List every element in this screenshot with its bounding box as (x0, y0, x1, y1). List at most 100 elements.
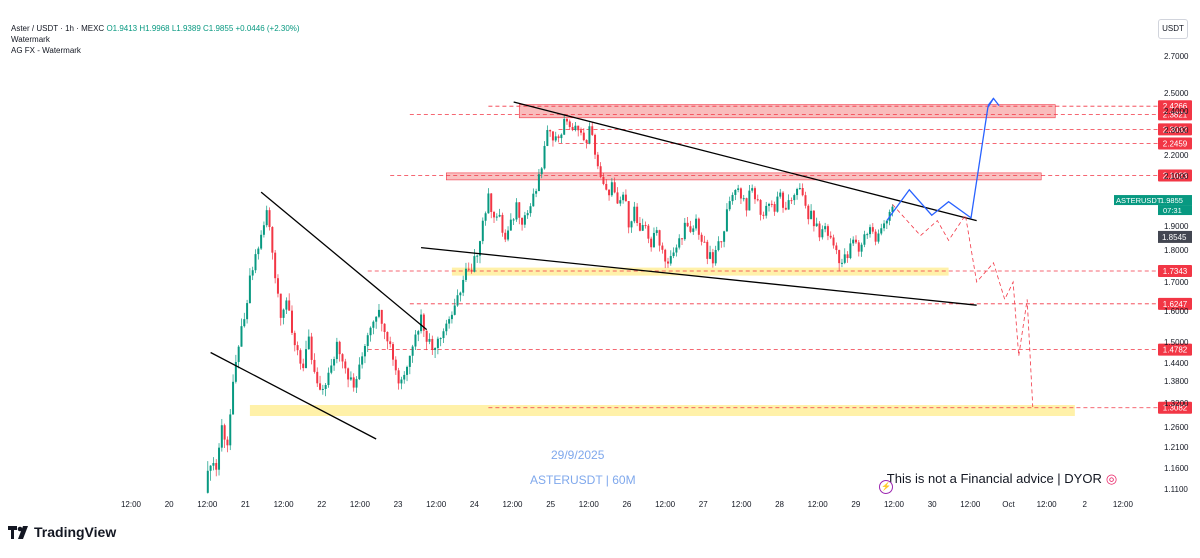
y-tick-label: 2.1000 (1164, 172, 1189, 181)
candle-down (681, 238, 684, 240)
candle-down (857, 242, 860, 252)
watermark-symbol: ASTERUSDT | 60M (530, 473, 636, 487)
y-tick-label: 2.2000 (1164, 151, 1189, 160)
candle-up (375, 316, 378, 322)
candle-down (829, 235, 832, 238)
indicator-label: AG FX - Watermark (11, 46, 81, 55)
price-level-tag (1158, 123, 1192, 136)
candle-up (725, 209, 728, 232)
price-level-tag (1158, 137, 1192, 150)
candle-down (874, 231, 877, 242)
candle-down (392, 344, 395, 360)
y-tick-label: 1.6000 (1164, 307, 1189, 316)
countdown-tag (1158, 205, 1192, 216)
candle-up (321, 388, 324, 390)
candle-up (330, 365, 333, 373)
candle-up (251, 270, 254, 276)
candle-up (484, 213, 487, 221)
candle-up (512, 219, 515, 221)
candle-down (745, 198, 748, 211)
lightning-icon[interactable]: ⚡ (879, 480, 893, 494)
candle-up (307, 336, 310, 350)
candle-up (796, 188, 799, 196)
candle-up (220, 425, 223, 448)
candle-down (838, 250, 841, 264)
candle-up (652, 232, 655, 248)
x-tick-label: 2 (1083, 500, 1088, 509)
currency-button[interactable]: USDT (1158, 19, 1188, 39)
candle-up (843, 254, 846, 263)
candle-down (352, 377, 355, 388)
candle-up (529, 206, 532, 214)
candle-down (310, 336, 313, 360)
candle-down (616, 192, 619, 204)
candle-up (487, 193, 490, 214)
candle-up (748, 190, 751, 211)
candle-up (333, 359, 336, 366)
candle-up (815, 223, 818, 227)
candle-up (883, 223, 886, 229)
candle-up (209, 465, 212, 471)
candle-down (686, 222, 689, 227)
candle-down (666, 261, 669, 264)
candle-down (661, 245, 664, 250)
price-level-tag (1158, 343, 1192, 356)
candle-down (596, 154, 599, 167)
candle-up (787, 200, 790, 210)
last-price-label: 1.9855 (1160, 196, 1183, 205)
candle-down (279, 293, 282, 318)
candle-up (434, 347, 437, 350)
x-tick-label: 22 (317, 500, 326, 509)
projection-arrowhead (987, 97, 1000, 106)
x-tick-label: 12:00 (655, 500, 676, 509)
candle-up (507, 230, 510, 240)
candle-up (450, 314, 453, 320)
x-tick-label: 27 (699, 500, 708, 509)
candle-down (602, 176, 605, 184)
bullish-projection-path (886, 98, 995, 221)
candle-up (776, 196, 779, 212)
tradingview-logo[interactable]: TradingView (8, 524, 116, 540)
candle-down (762, 214, 765, 216)
price-level-label: 1.3082 (1163, 404, 1188, 413)
candle-up (810, 210, 813, 220)
candle-up (254, 254, 257, 271)
candle-up (372, 321, 375, 328)
candle-up (863, 234, 866, 245)
y-tick-label: 1.4400 (1164, 359, 1189, 368)
candle-up (509, 219, 512, 231)
price-level-label: 2.4266 (1163, 102, 1188, 111)
candle-up (428, 338, 431, 342)
candle-up (436, 338, 439, 348)
candle-down (215, 463, 218, 470)
candle-down (338, 341, 341, 355)
candle-down (319, 383, 322, 390)
candle-down (467, 268, 470, 270)
candle-down (711, 252, 714, 264)
candle-down (804, 195, 807, 206)
y-tick-label: 1.5000 (1164, 338, 1189, 347)
candle-up (327, 372, 330, 385)
candle-up (361, 356, 364, 365)
candle-down (580, 130, 583, 133)
candle-up (411, 346, 414, 356)
candle-up (731, 194, 734, 202)
candle-up (439, 338, 442, 340)
candle-up (464, 268, 467, 280)
candle-down (807, 205, 810, 220)
y-tick-label: 1.3200 (1164, 399, 1189, 408)
wedge-resistance-line (513, 101, 977, 222)
candle-up (779, 192, 782, 197)
disclaimer-text: This is not a Financial advice | DYOR (886, 471, 1102, 486)
candle-up (554, 136, 557, 141)
candle-up (355, 379, 358, 388)
price-level-tag (1158, 169, 1192, 182)
candle-up (417, 331, 420, 335)
candle-down (835, 245, 838, 251)
candle-up (237, 346, 240, 363)
candle-down (549, 130, 552, 132)
candle-up (265, 210, 268, 226)
candle-down (344, 361, 347, 369)
candle-down (565, 118, 568, 122)
